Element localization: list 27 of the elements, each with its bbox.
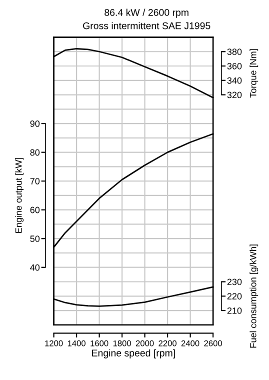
- y2-axis-title: Torque [Nm]: [250, 49, 258, 98]
- y2-tick-label: 340: [227, 77, 242, 84]
- x-tick-label: 2000: [136, 340, 154, 346]
- x-tick-label: 2200: [158, 340, 176, 346]
- y-tick-label: 80: [30, 149, 40, 156]
- x-tick-label: 1800: [113, 340, 131, 346]
- x-tick-label: 1400: [68, 340, 86, 346]
- x-tick-label: 1600: [90, 340, 108, 346]
- chart-subtitle: Gross intermittent SAE J1995: [83, 22, 210, 30]
- y3-tick-label: 210: [227, 307, 242, 314]
- y2-tick-label: 320: [227, 92, 242, 98]
- y3-axis-title: Fuel consumption [g/kWh]: [250, 244, 258, 348]
- y-tick-label: 50: [30, 236, 40, 242]
- x-tick-label: 2400: [181, 340, 200, 346]
- y3-tick-label: 220: [227, 293, 242, 300]
- y-tick-label: 70: [30, 178, 40, 184]
- y2-tick-label: 380: [227, 48, 242, 55]
- chart-title: 86.4 kW / 2600 rpm: [104, 8, 188, 18]
- x-axis-title: Engine speed [rpm]: [92, 349, 175, 358]
- y3-tick-label: 230: [227, 278, 242, 286]
- y2-tick-label: 360: [227, 62, 242, 70]
- y-tick-label: 90: [30, 120, 40, 127]
- y-tick-label: 40: [30, 264, 40, 271]
- y-tick-label: 60: [30, 206, 40, 214]
- x-tick-label: 1200: [45, 340, 63, 346]
- x-tick-label: 2600: [204, 340, 222, 346]
- y-axis-title: Engine output [kW]: [15, 158, 24, 233]
